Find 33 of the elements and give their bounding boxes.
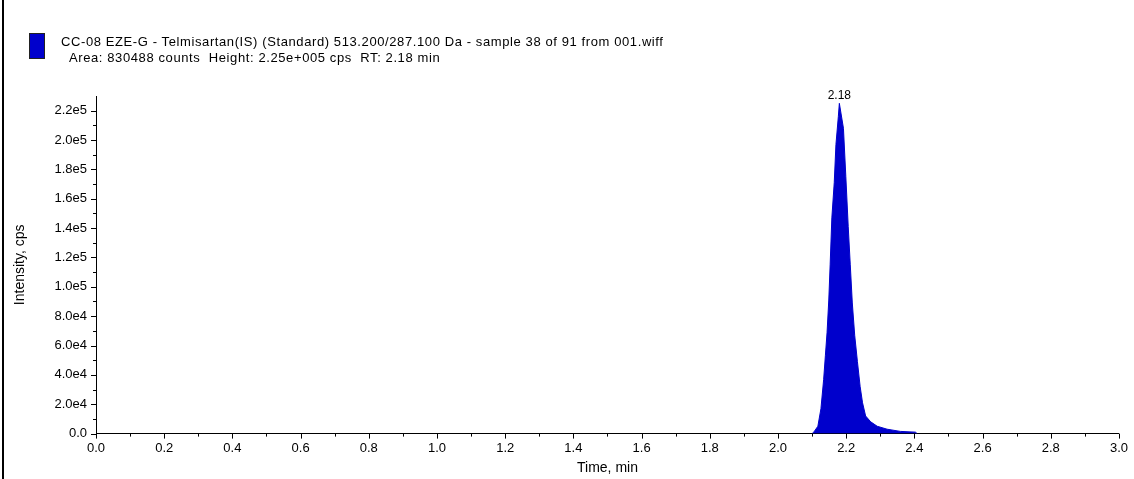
y-tick-label: 2.0e5 [54,131,87,147]
y-tick-label: 2.0e4 [54,395,87,411]
legend-label: CC-08 EZE-G - Telmisartan(IS) (Standard) 513.200/287.100 Da - sample 38 of 91 from 001.wiff [61,34,664,50]
y-tick-label: 1.8e5 [54,160,87,176]
y-tick-label: 1.2e5 [54,249,87,265]
x-tick-label: 0.6 [291,439,310,455]
y-tick-label: 0.0 [68,425,87,441]
y-tick-label: 1.6e5 [54,190,87,206]
x-tick-label: 1.0 [427,439,447,455]
y-tick-label: 4.0e4 [54,366,87,382]
x-tick-label: 0.8 [359,439,378,455]
x-tick-label: 2.8 [1041,439,1060,455]
text: Area: 830488 counts Height: 2.25e+005 cps RT: 2.18 min [69,50,441,66]
y-tick-label: 1.4e5 [54,219,87,235]
x-tick-label: 1.6 [632,439,651,455]
x-tick-label: 2.0 [768,439,788,455]
y-tick-label: 1.0e5 [54,278,87,294]
y-axis-title: Intensity, cps [11,224,28,306]
y-tick-label: 8.0e4 [54,307,87,323]
x-tick-label: 0.0 [86,439,106,455]
x-axis-title: Time, min [577,459,638,476]
y-tick-label: 6.0e4 [54,337,87,353]
x-tick-label: 1.2 [496,439,515,455]
x-tick-label: 2.2 [837,439,856,455]
x-tick-label: 0.4 [223,439,242,455]
x-tick-label: 1.8 [700,439,719,455]
x-tick-label: 3.0 [1109,439,1128,455]
x-tick-label: 1.4 [564,439,583,455]
y-tick-label: 2.2e5 [54,102,87,118]
annotation: 2.18 [827,87,852,102]
x-tick-label: 2.6 [973,439,992,455]
x-tick-label: 0.2 [155,439,174,455]
x-tick-label: 2.4 [905,439,924,455]
